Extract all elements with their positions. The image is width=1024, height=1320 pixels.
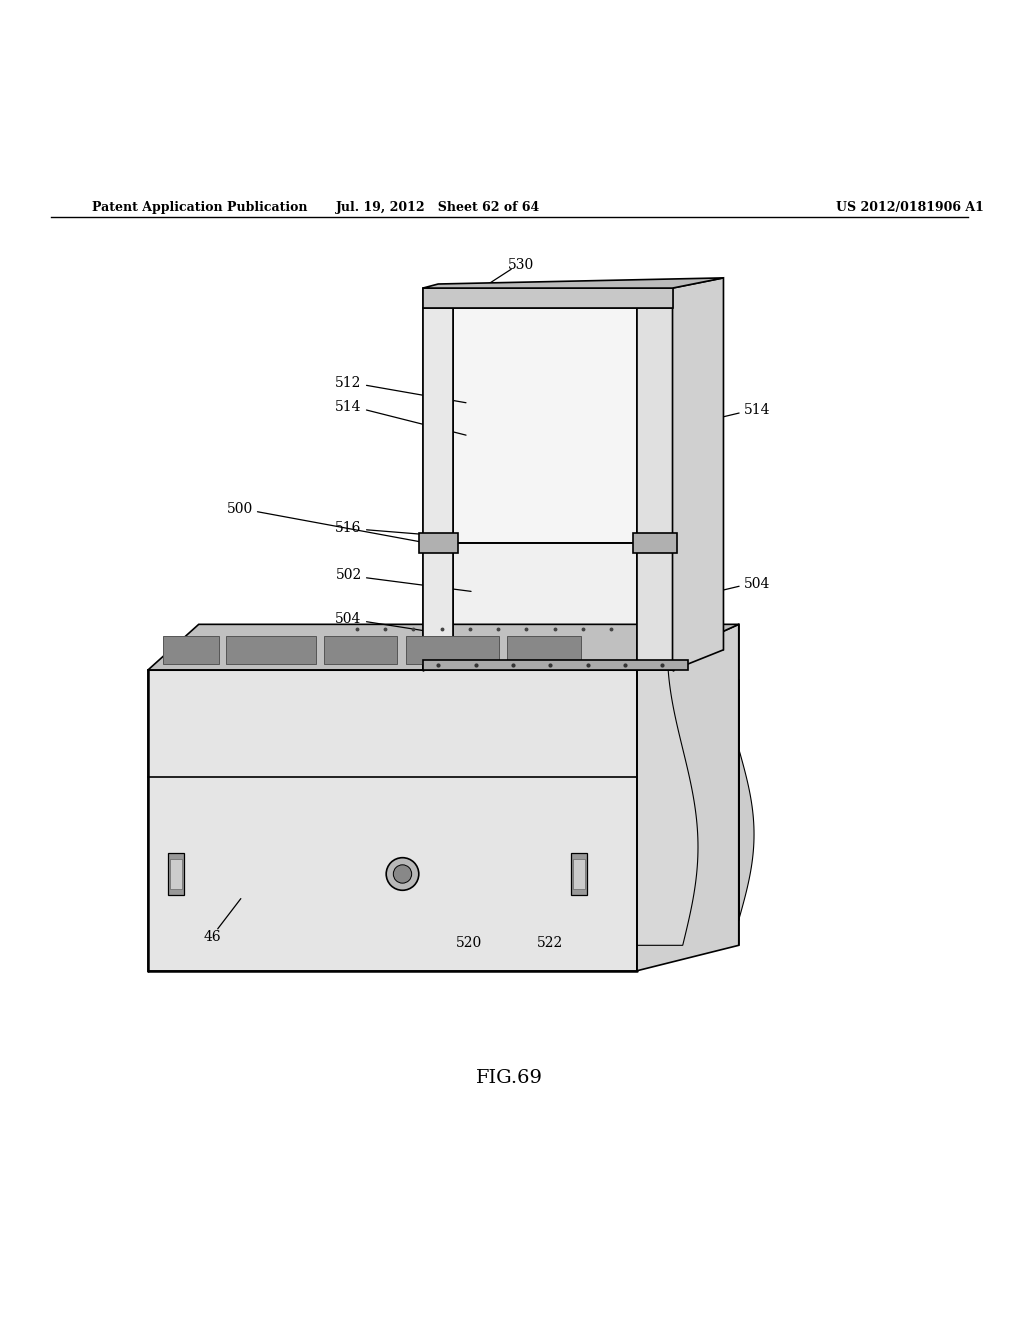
Text: 500: 500 <box>226 502 253 516</box>
Text: 502: 502 <box>336 569 361 582</box>
Text: 504: 504 <box>336 612 361 626</box>
Circle shape <box>386 858 419 890</box>
Text: 516: 516 <box>336 520 361 535</box>
Polygon shape <box>633 533 677 553</box>
Polygon shape <box>454 543 637 671</box>
Polygon shape <box>423 288 673 309</box>
Text: Jul. 19, 2012   Sheet 62 of 64: Jul. 19, 2012 Sheet 62 of 64 <box>336 201 541 214</box>
Polygon shape <box>423 660 688 671</box>
Polygon shape <box>637 309 673 671</box>
Polygon shape <box>147 624 738 671</box>
Circle shape <box>393 865 412 883</box>
Text: FIG.69: FIG.69 <box>476 1069 543 1086</box>
Polygon shape <box>570 853 587 895</box>
Text: 46: 46 <box>203 931 221 944</box>
Polygon shape <box>637 671 698 945</box>
Polygon shape <box>637 624 738 970</box>
Polygon shape <box>454 309 637 543</box>
Text: US 2012/0181906 A1: US 2012/0181906 A1 <box>836 201 983 214</box>
Text: 512: 512 <box>336 376 361 389</box>
Polygon shape <box>508 635 581 664</box>
Text: Patent Application Publication: Patent Application Publication <box>92 201 307 214</box>
Polygon shape <box>683 680 754 920</box>
Polygon shape <box>324 635 397 664</box>
Text: 514: 514 <box>335 400 361 414</box>
Polygon shape <box>423 309 454 671</box>
Polygon shape <box>147 671 637 970</box>
Text: 504: 504 <box>743 577 770 590</box>
Polygon shape <box>406 635 500 664</box>
Polygon shape <box>163 635 219 664</box>
Polygon shape <box>168 853 184 895</box>
Polygon shape <box>572 859 585 890</box>
Text: 530: 530 <box>508 257 534 272</box>
Polygon shape <box>170 859 182 890</box>
Polygon shape <box>419 533 458 553</box>
Polygon shape <box>673 279 724 671</box>
Text: 522: 522 <box>538 936 563 950</box>
Text: 514: 514 <box>743 404 770 417</box>
Polygon shape <box>423 279 724 288</box>
Text: 520: 520 <box>456 936 482 950</box>
Polygon shape <box>226 635 315 664</box>
